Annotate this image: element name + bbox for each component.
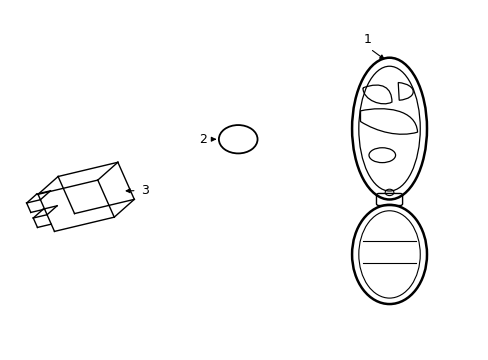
Text: 1: 1	[363, 33, 371, 46]
Text: 2: 2	[199, 133, 207, 146]
Text: 3: 3	[141, 184, 149, 197]
